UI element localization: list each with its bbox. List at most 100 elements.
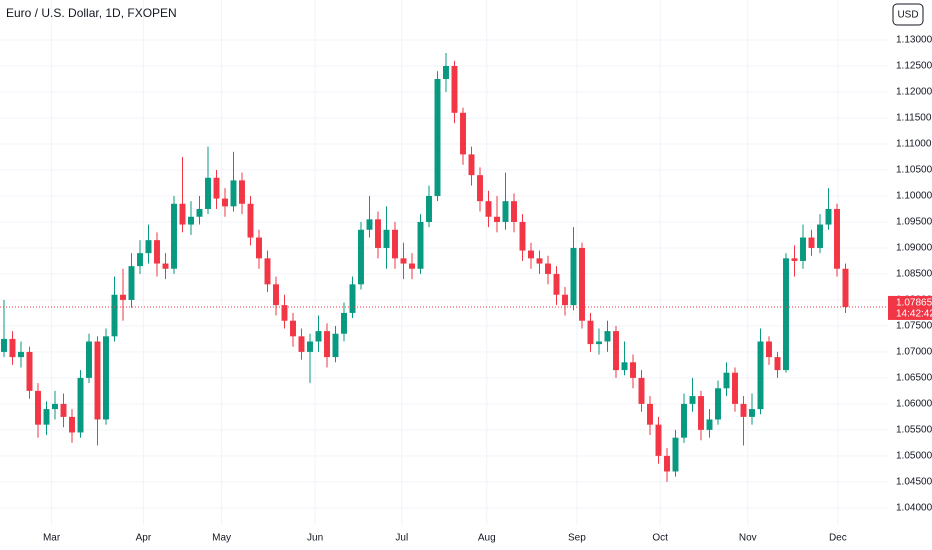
y-tick-label: 1.08500 [896,269,932,280]
candle-body [188,216,194,225]
x-tick-label: Sep [568,533,586,544]
candle-body [519,221,526,251]
candle-body [400,258,407,264]
candle-body [281,305,288,321]
last-price-label: 1.07865 [896,298,932,309]
candle-body [332,333,339,358]
candle-body [43,409,50,425]
candle-body [451,66,458,113]
candle-body [732,372,738,404]
candle-body [60,403,67,417]
candle-body [689,396,696,404]
candle-body [9,338,16,358]
candle-body [672,437,679,472]
candle-body [392,229,398,259]
candle-body [579,247,585,321]
y-tick-label: 1.10500 [896,165,932,176]
candle-body [230,180,237,207]
candle-body [834,208,840,269]
candle-body [213,177,220,199]
candle-body [205,177,211,209]
candle-body [553,273,560,295]
y-tick-label: 1.11000 [896,139,932,150]
candle-body [247,203,254,238]
candle-body [409,263,415,269]
candle-body [383,229,390,248]
candle-body [715,388,721,420]
candle-body [791,258,798,261]
candle-body [426,195,432,222]
candle-body [528,250,534,259]
y-tick-label: 1.12000 [896,87,932,98]
candle-body [774,357,781,371]
candle-body [375,219,381,248]
candle-body [647,403,653,425]
candle-body [264,258,271,285]
candle-body [358,229,364,285]
candle-body [562,294,568,306]
axes: 1.04000 1.04500 1.05000 1.05500 1.06000 1.065… [0,35,932,544]
y-tick-label: 1.06000 [896,399,932,410]
candle-body [239,180,245,204]
y-tick-label: 1.06500 [896,373,932,384]
candle-body [621,362,628,371]
y-tick-label: 1.04000 [896,502,932,513]
candle-body [630,362,636,378]
candle-body [103,336,109,420]
candle-body [315,331,322,342]
x-tick-label: Jul [395,533,408,544]
x-tick-label: Apr [136,533,152,544]
y-tick-label: 1.13000 [896,35,932,46]
candle-body [485,201,492,217]
candle-body [196,208,203,217]
y-tick-label: 1.10000 [896,191,932,202]
x-tick-label: Oct [652,533,668,544]
candle-body [587,320,594,345]
candle-body [222,198,228,207]
candle-body [511,201,517,222]
candle-body [468,154,475,176]
last-price-box [888,295,932,320]
candle-body [179,203,186,225]
chart-title: Euro / U.S. Dollar, 1D, FXOPEN [6,6,177,20]
y-tick-label: 1.05000 [896,451,932,462]
y-tick-label: 1.11500 [896,113,932,124]
x-tick-label: Nov [739,533,757,544]
candle-body [808,237,815,248]
candle-body [706,419,713,430]
currency-button[interactable] [892,3,924,26]
candle-body [145,240,152,254]
candle-body [69,416,75,433]
candle-body [162,263,169,269]
candle-body [26,351,33,391]
candle-body [298,336,305,352]
candle-body [460,112,466,155]
candle-body [655,424,662,456]
candle-body [128,266,135,300]
candle-body [740,403,747,417]
candle-body [825,208,832,225]
y-tick-label: 1.05500 [896,425,932,436]
candle-body [154,240,160,264]
candle-body [1,338,7,352]
candle-body [570,247,577,306]
candle-body [502,201,509,222]
candle-body [800,237,806,261]
candle-body [613,331,619,371]
candle-body [817,224,823,248]
candle-body [324,331,330,358]
candle-body [757,341,764,410]
candle-body [273,284,279,306]
candles [1,53,849,482]
candle-body [94,341,101,420]
y-tick-label: 1.12500 [896,61,932,72]
x-tick-label: May [212,533,231,544]
candle-body [349,284,356,313]
currency-label[interactable]: USD [897,10,918,21]
candle-body [681,403,687,438]
candle-body [256,237,262,259]
candle-body [698,396,704,430]
y-tick-label: 1.09500 [896,217,932,228]
candle-body [749,409,755,417]
